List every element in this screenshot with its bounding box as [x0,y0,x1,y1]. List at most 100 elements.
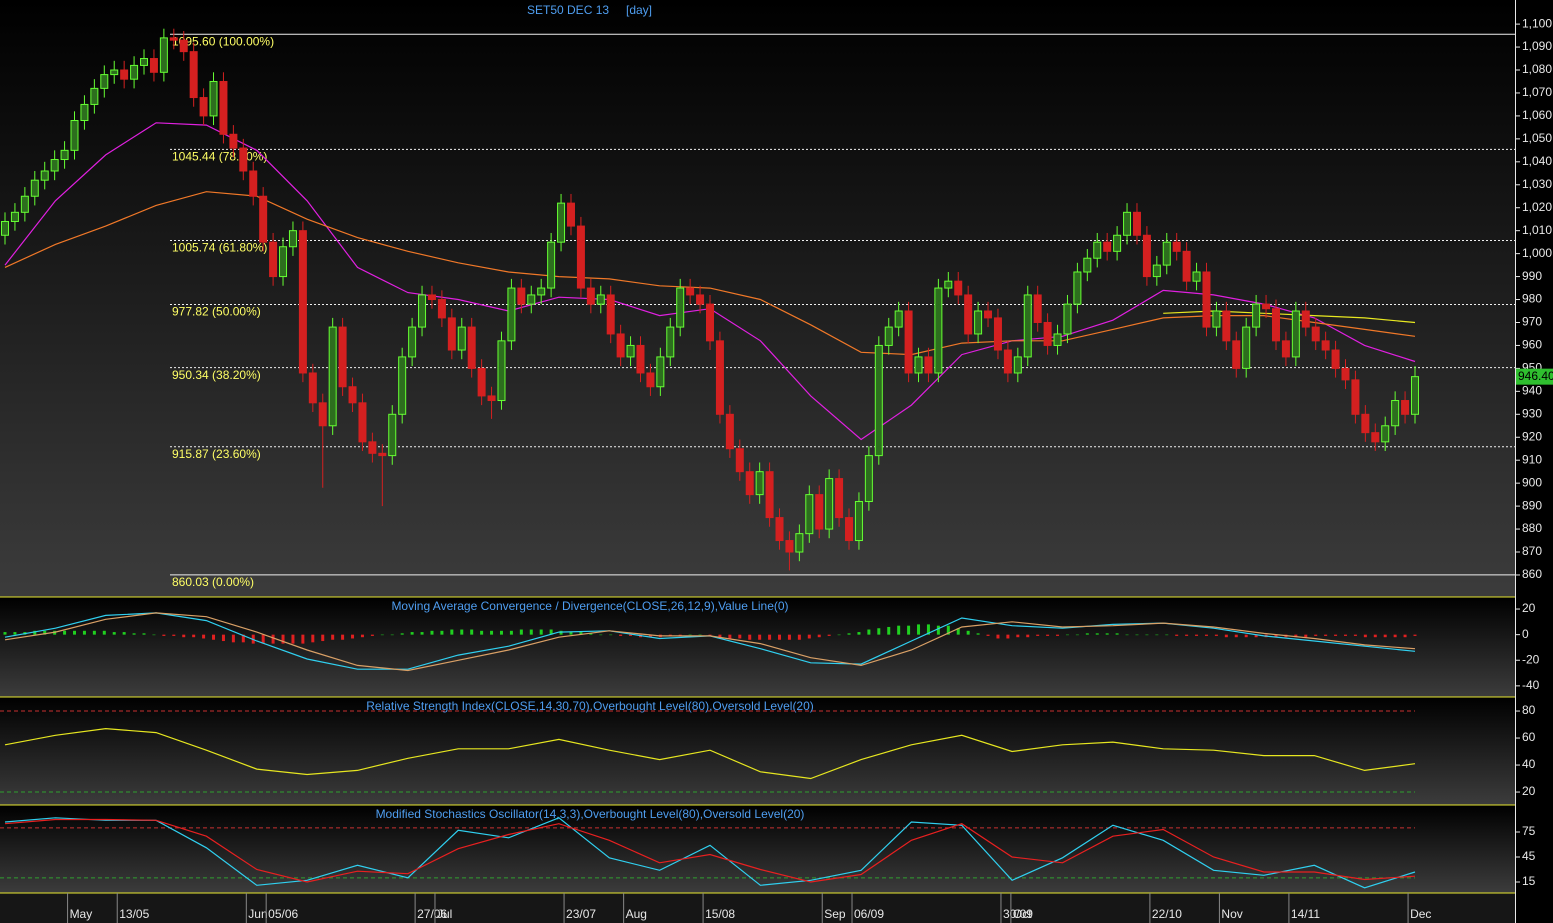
candle-body [1341,367,1350,381]
chart-title: SET50 DEC 13 [527,3,609,17]
date-strip [0,893,1515,923]
candle-body [1301,310,1310,328]
candle-body [1172,241,1181,252]
histogram-bar [728,634,732,639]
candle-body [447,317,456,351]
histogram-bar [718,634,722,638]
y-tick-label: 1,020 [1522,200,1552,214]
candle-body [110,69,119,76]
histogram-bar [301,634,305,644]
candle-body [934,287,943,374]
y-tick-label: 1,070 [1522,85,1552,99]
y-tick-label: 870 [1522,544,1542,558]
fib-label: 977.82 (50.00%) [172,305,261,319]
candle-body [179,39,188,53]
candle-body [288,230,297,248]
histogram-bar [1214,634,1218,636]
histogram-bar [1254,634,1258,638]
histogram-bar [470,629,474,635]
candle-body [507,287,516,342]
histogram-bar [976,633,980,635]
histogram-bar [460,629,464,635]
candle-body [1281,340,1290,358]
histogram-bar [519,629,523,635]
histogram-bar [450,629,454,635]
y-tick-label: 1,010 [1522,223,1552,237]
histogram-bar [241,634,245,643]
histogram-bar [1244,634,1248,638]
candle-body [1202,271,1211,328]
candle-body [795,533,804,553]
candle-body [825,478,834,530]
histogram-bar [3,632,7,635]
candle-body [159,37,168,73]
histogram-bar [599,634,603,636]
x-tick-label: Oct [1013,907,1032,921]
candle-body [854,501,863,542]
candle-body [1113,234,1122,252]
histogram-bar [827,634,831,636]
fib-label: 1005.74 (61.80%) [172,241,267,255]
histogram-bar [648,634,652,638]
histogram-bar [1274,634,1278,638]
candle-body [437,299,446,319]
histogram-bar [73,630,77,635]
candle-body [1182,250,1191,282]
candle-body [50,159,59,172]
y-tick-label: 930 [1522,406,1542,420]
histogram-bar [281,634,285,644]
histogram-bar [1403,634,1407,638]
candle-body [993,317,1002,351]
histogram-bar [917,624,921,635]
histogram-bar [778,634,782,640]
y-tick-label: 15 [1522,874,1536,888]
candle-body [676,287,685,328]
histogram-bar [1224,634,1228,638]
histogram-bar [331,634,335,640]
candle-body [1053,333,1062,346]
macd-panel [0,597,1515,697]
y-tick-label: 900 [1522,475,1542,489]
x-tick-label: Jul [437,907,452,921]
candle-body [964,294,973,335]
candle-body [884,326,893,346]
histogram-bar [360,634,364,638]
candle-body [1123,211,1132,236]
candle-body [537,287,546,296]
candle-body [1073,271,1082,305]
candle-body [209,80,218,117]
candle-body [427,294,436,301]
candle-body [249,170,258,197]
histogram-bar [1314,634,1318,636]
histogram-bar [887,626,891,635]
histogram-bar [837,634,841,636]
candle-body [90,87,99,105]
candle-body [80,103,89,122]
candle-body [1252,303,1261,328]
histogram-bar [748,634,752,640]
histogram-bar [172,634,176,636]
histogram-bar [936,625,940,635]
y-tick-label: 1,000 [1522,246,1552,260]
histogram-bar [817,634,821,638]
candle-body [815,494,824,530]
candle-body [586,287,595,305]
candle-body [189,51,198,99]
candle-body [626,344,635,358]
x-tick-label: Sep [824,907,846,921]
candle-body [785,540,794,553]
histogram-bar [202,634,206,639]
candle-body [755,471,764,496]
histogram-bar [877,628,881,635]
y-tick-label: 860 [1522,567,1542,581]
candle-body [696,294,705,305]
histogram-bar [897,625,901,635]
candle-body [1142,234,1151,278]
histogram-bar [857,632,861,635]
histogram-bar [539,629,543,635]
candle-body [1212,310,1221,328]
indicator-line [4,727,1416,780]
histogram-bar [509,630,513,635]
histogram-bar [1175,634,1179,636]
last-price-label: 946.40 [1518,369,1553,383]
